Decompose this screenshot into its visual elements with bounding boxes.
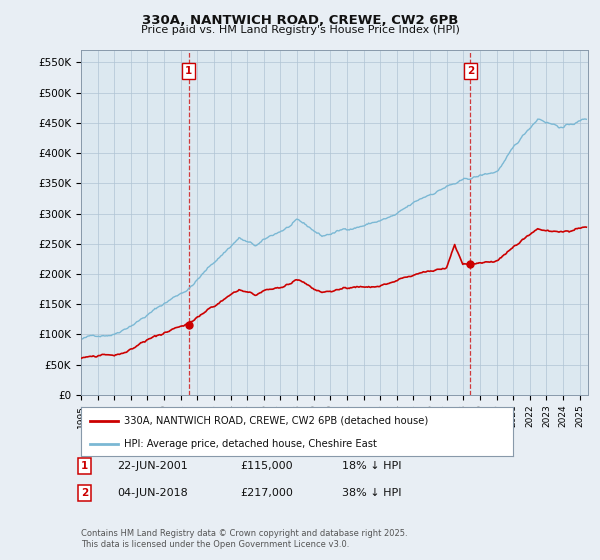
- Text: 1: 1: [81, 461, 88, 471]
- Text: HPI: Average price, detached house, Cheshire East: HPI: Average price, detached house, Ches…: [124, 439, 377, 449]
- Text: 2: 2: [467, 66, 474, 76]
- Text: 1: 1: [185, 66, 192, 76]
- Text: 18% ↓ HPI: 18% ↓ HPI: [342, 461, 401, 471]
- Text: £115,000: £115,000: [240, 461, 293, 471]
- Text: 330A, NANTWICH ROAD, CREWE, CW2 6PB (detached house): 330A, NANTWICH ROAD, CREWE, CW2 6PB (det…: [124, 416, 428, 426]
- Text: Price paid vs. HM Land Registry's House Price Index (HPI): Price paid vs. HM Land Registry's House …: [140, 25, 460, 35]
- Text: £217,000: £217,000: [240, 488, 293, 498]
- Text: Contains HM Land Registry data © Crown copyright and database right 2025.
This d: Contains HM Land Registry data © Crown c…: [81, 529, 407, 549]
- Text: 2: 2: [81, 488, 88, 498]
- Text: 04-JUN-2018: 04-JUN-2018: [117, 488, 188, 498]
- Text: 38% ↓ HPI: 38% ↓ HPI: [342, 488, 401, 498]
- Text: 22-JUN-2001: 22-JUN-2001: [117, 461, 188, 471]
- Text: 330A, NANTWICH ROAD, CREWE, CW2 6PB: 330A, NANTWICH ROAD, CREWE, CW2 6PB: [142, 14, 458, 27]
